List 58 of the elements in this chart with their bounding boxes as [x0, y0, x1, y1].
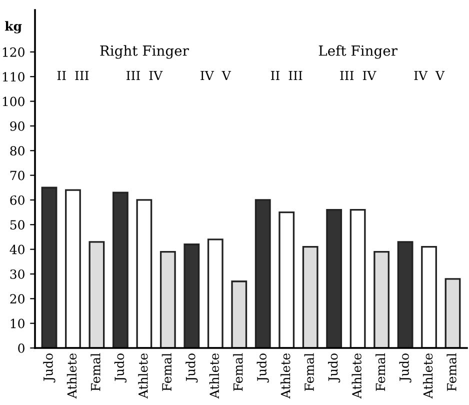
- x-tick-label: Judo: [114, 353, 126, 382]
- annotation: Right Finger: [100, 45, 189, 59]
- annotation: IV V: [414, 70, 445, 80]
- bar: [41, 186, 58, 348]
- bar: [444, 278, 461, 348]
- x-tick-label: Athlete: [66, 353, 77, 399]
- y-tick-label: 110: [2, 72, 24, 82]
- y-tick-label: 80: [10, 146, 24, 156]
- x-tick-label: Femal: [446, 353, 456, 391]
- x-tick-label: Athlete: [138, 353, 148, 399]
- y-tick-label: 60: [10, 195, 24, 205]
- y-tick-label: 0: [18, 343, 24, 353]
- bar: [231, 280, 248, 348]
- annotation: III IV: [126, 70, 163, 80]
- bar: [207, 238, 224, 348]
- x-tick-label: Athlete: [280, 353, 290, 399]
- annotation: IV V: [200, 70, 232, 80]
- x-tick-label: Femal: [162, 353, 172, 391]
- y-tick-label: 10: [10, 318, 24, 328]
- x-tick-label: Judo: [43, 353, 56, 382]
- x-tick-label: Judo: [186, 353, 198, 382]
- annotation: III IV: [340, 70, 376, 80]
- x-tick-label: Athlete: [352, 353, 362, 399]
- annotation: II III: [57, 70, 89, 80]
- bar: [374, 250, 390, 348]
- x-tick-label: Athlete: [422, 353, 433, 399]
- bar: [184, 244, 200, 348]
- annotation: II III: [270, 70, 302, 80]
- bar: [350, 209, 366, 348]
- y-tick-label: 120: [2, 47, 24, 57]
- x-tick-label: Femal: [90, 353, 100, 391]
- y-tick-label: 40: [10, 244, 24, 254]
- bar: [136, 199, 152, 348]
- bar: [160, 250, 176, 348]
- bar: [88, 241, 105, 348]
- annotation: Left Finger: [318, 45, 398, 59]
- bar: [65, 189, 81, 348]
- bar: [421, 246, 437, 348]
- bar: [278, 211, 295, 348]
- y-tick-label: 100: [2, 96, 24, 106]
- y-tick-label: 30: [10, 269, 24, 279]
- bar: [112, 192, 128, 348]
- x-tick-label: Femal: [233, 353, 243, 391]
- x-tick-label: Athlete: [209, 353, 220, 399]
- y-axis-title: kg: [5, 21, 22, 34]
- y-tick-label: 50: [10, 220, 24, 230]
- x-tick-label: Judo: [256, 353, 269, 382]
- y-tick-label: 20: [10, 294, 24, 304]
- bar: [254, 199, 271, 348]
- x-tick-label: Judo: [399, 353, 412, 382]
- x-tick-label: Femal: [304, 353, 314, 391]
- bar: [326, 209, 342, 348]
- y-tick-label: 90: [10, 121, 24, 131]
- x-tick-label: Judo: [328, 353, 340, 382]
- y-tick-label: 70: [10, 170, 24, 180]
- bar: [302, 246, 318, 348]
- bar: [397, 241, 414, 348]
- x-tick-label: Femal: [376, 353, 386, 391]
